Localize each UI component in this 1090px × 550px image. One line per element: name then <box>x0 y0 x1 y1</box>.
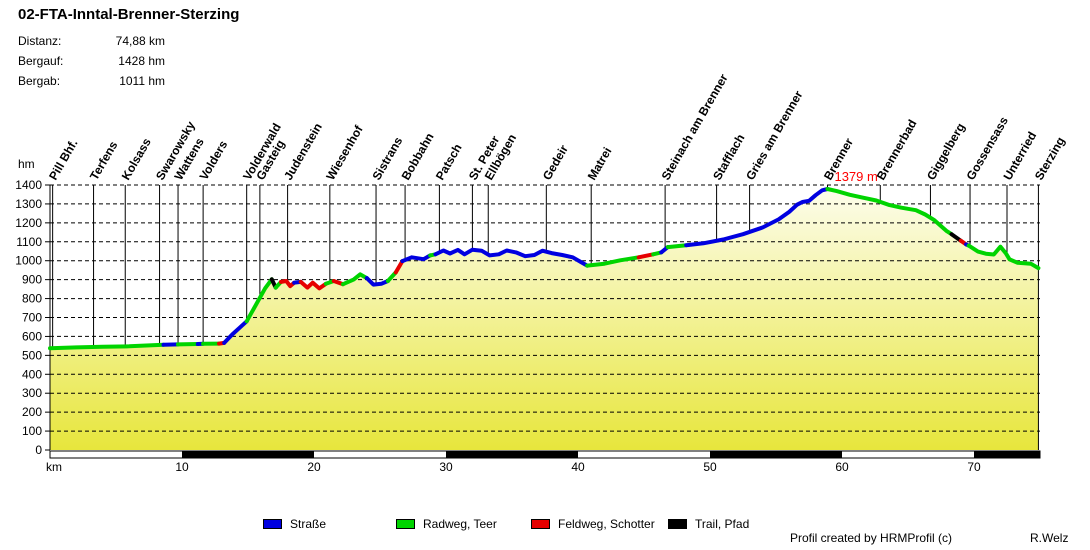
svg-text:400: 400 <box>22 367 42 381</box>
author-text: R.Welz <box>1030 531 1069 545</box>
waypoint-label: Stafflach <box>710 132 747 183</box>
credit-text: Profil created by HRMProfil (c) <box>790 531 953 545</box>
profile-segment-feldweg <box>636 252 656 260</box>
profile-segment-strasse <box>364 276 390 287</box>
stat-distance: Distanz: 74,88 km <box>18 31 165 51</box>
waypoint-label: Sterzing <box>1032 134 1068 182</box>
stat-distance-value: 74,88 km <box>115 34 165 48</box>
svg-text:70: 70 <box>967 460 981 474</box>
svg-text:900: 900 <box>22 273 42 287</box>
profile-segment-radweg <box>585 255 641 268</box>
svg-text:km: km <box>46 460 62 474</box>
svg-text:700: 700 <box>22 311 42 325</box>
svg-text:30: 30 <box>439 460 453 474</box>
waypoint-label: Wiesenhof <box>323 122 366 182</box>
profile-segment-strasse <box>222 319 249 345</box>
waypoint-label: Gedeir <box>540 142 571 182</box>
svg-text:40: 40 <box>571 460 585 474</box>
stat-descent-label: Bergab: <box>18 74 61 88</box>
stat-descent-value: 1011 hm <box>119 74 165 88</box>
profile-segment-radweg <box>665 243 689 250</box>
waypoint-label: Giggelberg <box>924 121 968 183</box>
feldweg-color-swatch <box>531 519 550 529</box>
page-title: 02-FTA-Inntal-Brenner-Sterzing <box>18 6 240 23</box>
svg-text:300: 300 <box>22 386 42 400</box>
waypoint-label: Judenstein <box>281 121 325 183</box>
svg-text:1300: 1300 <box>15 197 42 211</box>
svg-text:50: 50 <box>703 460 717 474</box>
svg-text:20: 20 <box>307 460 321 474</box>
waypoint-label: Brennerbad <box>874 117 920 182</box>
svg-text:1200: 1200 <box>15 216 42 230</box>
legend-label-trail: Trail, Pfad <box>695 517 750 531</box>
waypoint-label: Pill Bhf. <box>46 137 80 183</box>
profile-segment-feldweg <box>393 259 405 275</box>
stat-distance-label: Distanz: <box>18 34 62 48</box>
stat-ascent: Bergauf: 1428 hm <box>18 51 165 71</box>
profile-segment-radweg <box>48 342 166 351</box>
radweg-color-swatch <box>396 519 415 529</box>
waypoint-label: Terfens <box>87 138 121 182</box>
stat-ascent-value: 1428 hm <box>118 54 165 68</box>
profile-segment-strasse <box>433 247 590 268</box>
elevation-profile-line <box>48 187 1041 351</box>
strasse-color-swatch <box>263 519 282 529</box>
max-elevation-label: 1379 m <box>834 169 877 184</box>
elevation-area-fill <box>50 189 1039 450</box>
svg-text:1400: 1400 <box>15 178 42 192</box>
svg-text:10: 10 <box>175 460 189 474</box>
legend-item-strasse: Straße <box>263 517 326 531</box>
stat-descent: Bergab: 1011 hm <box>18 71 165 91</box>
legend-label-strasse: Straße <box>290 517 327 531</box>
profile-segment-radweg <box>825 187 954 237</box>
svg-text:1000: 1000 <box>15 254 42 268</box>
legend-label-radweg: Radweg, Teer <box>423 517 497 531</box>
svg-text:60: 60 <box>835 460 849 474</box>
trail-color-swatch <box>668 519 687 529</box>
profile-segment-radweg <box>244 277 274 324</box>
svg-text:100: 100 <box>22 424 42 438</box>
grid-and-y-axis: 0 100 200 300 400 500 600 700 800 900 1000 1100 1200… <box>15 157 1040 457</box>
svg-text:1100: 1100 <box>16 235 42 249</box>
svg-text:800: 800 <box>22 292 42 306</box>
profile-segment-feldweg <box>279 279 297 289</box>
x-axis-scale-bar: 10 20 30 40 50 60 70 km <box>46 450 1041 474</box>
route-stats: Distanz: 74,88 km Bergauf: 1428 hm Bergab:… <box>18 31 165 91</box>
profile-segment-radweg <box>966 243 1041 271</box>
svg-text:600: 600 <box>22 329 42 343</box>
profile-segment-radweg <box>341 272 369 287</box>
waypoint-label: Gries am Brenner <box>743 88 806 183</box>
waypoint-label: Matrei <box>585 145 615 183</box>
svg-text:hm: hm <box>18 157 35 171</box>
waypoint-label: Bobbahn <box>399 130 437 182</box>
svg-text:500: 500 <box>22 348 42 362</box>
profile-segment-feldweg <box>298 279 328 291</box>
legend-item-feldweg: Feldweg, Schotter <box>531 517 655 531</box>
svg-text:0: 0 <box>35 443 42 457</box>
waypoint-label: Patsch <box>433 141 465 182</box>
profile-segment-strasse <box>684 187 830 248</box>
legend-item-trail: Trail, Pfad <box>668 517 749 531</box>
svg-text:200: 200 <box>22 405 42 419</box>
legend-label-feldweg: Feldweg, Schotter <box>558 517 655 531</box>
stat-ascent-label: Bergauf: <box>18 54 64 68</box>
profile-segment-strasse <box>400 253 433 264</box>
legend-item-radweg: Radweg, Teer <box>396 517 497 531</box>
waypoint-label: Kolsass <box>119 135 154 182</box>
